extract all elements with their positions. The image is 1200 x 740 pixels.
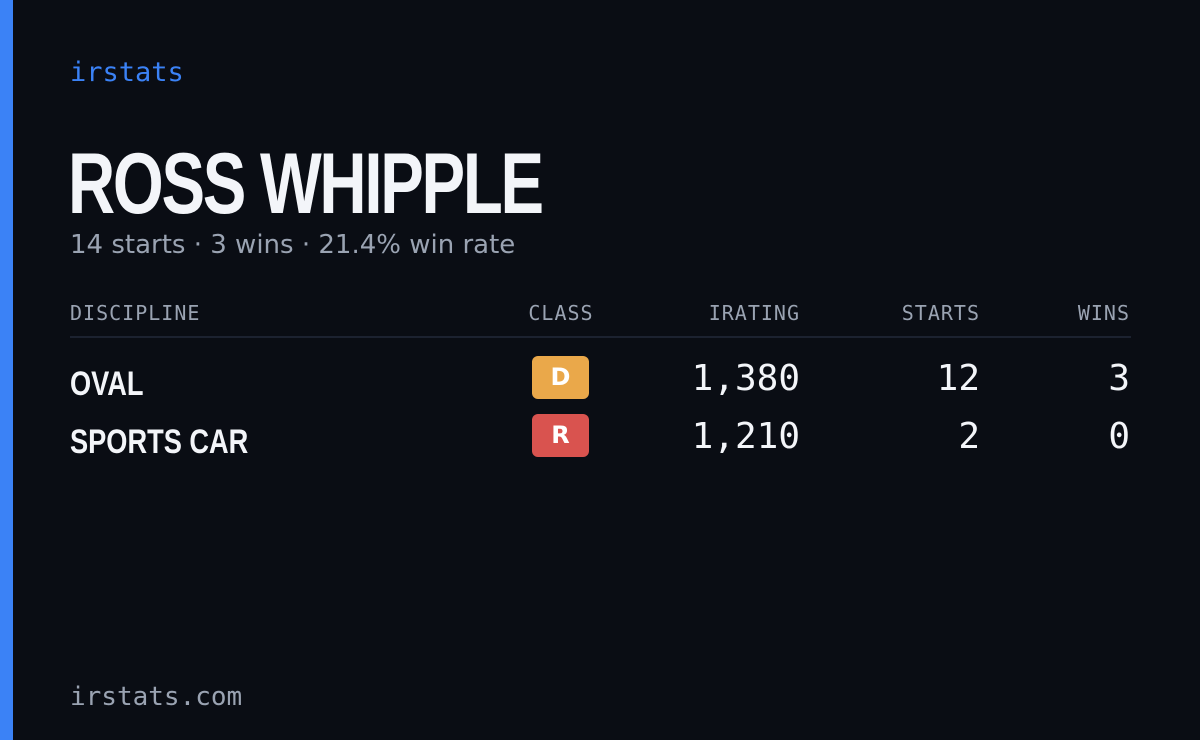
wins-value: 3 xyxy=(1108,358,1130,399)
class-badge: D xyxy=(532,356,589,399)
header-irating: IRATING xyxy=(708,301,800,325)
table-row: SPORTS CAR R 1,210 2 0 xyxy=(70,396,1131,461)
starts-value: 12 xyxy=(936,358,980,399)
table-header: DISCIPLINE CLASS IRATING STARTS WINS xyxy=(70,296,1131,338)
class-badge: R xyxy=(532,414,589,457)
header-discipline: DISCIPLINE xyxy=(70,301,201,325)
irating-value: 1,380 xyxy=(691,358,800,399)
irating-value: 1,210 xyxy=(691,416,800,457)
starts-value: 2 xyxy=(958,416,980,457)
discipline-name: OVAL xyxy=(70,365,144,403)
accent-bar xyxy=(0,0,13,740)
header-class: CLASS xyxy=(528,301,594,325)
header-wins: WINS xyxy=(1077,301,1130,325)
brand-logo: irstats xyxy=(70,57,184,88)
driver-name: ROSS WHIPPLE xyxy=(68,136,544,232)
driver-summary: 14 starts · 3 wins · 21.4% win rate xyxy=(70,230,516,260)
discipline-name: SPORTS CAR xyxy=(70,423,249,461)
stats-table: DISCIPLINE CLASS IRATING STARTS WINS OVA… xyxy=(70,296,1131,461)
wins-value: 0 xyxy=(1108,416,1130,457)
header-starts: STARTS xyxy=(901,301,980,325)
table-row: OVAL D 1,380 12 3 xyxy=(70,338,1131,403)
footer-domain: irstats.com xyxy=(70,682,243,712)
